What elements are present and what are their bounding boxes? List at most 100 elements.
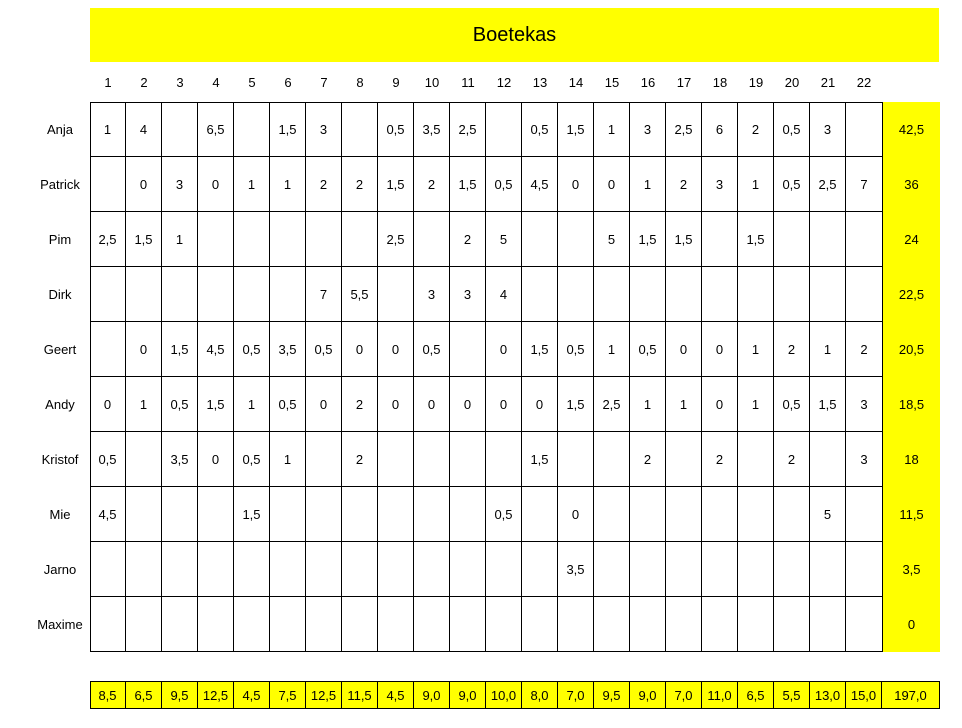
table-cell[interactable]: 2	[630, 432, 666, 487]
column-total[interactable]: 12,5	[198, 682, 234, 708]
column-total[interactable]: 7,5	[270, 682, 306, 708]
table-cell[interactable]: 1	[630, 377, 666, 432]
table-cell[interactable]	[126, 542, 162, 597]
table-cell[interactable]: 0,5	[90, 432, 126, 487]
table-cell[interactable]	[378, 267, 414, 322]
column-total[interactable]: 9,0	[414, 682, 450, 708]
table-cell[interactable]: 1	[630, 157, 666, 212]
table-cell[interactable]	[234, 102, 270, 157]
table-cell[interactable]: 0,5	[162, 377, 198, 432]
table-cell[interactable]: 1,5	[234, 487, 270, 542]
table-cell[interactable]	[198, 487, 234, 542]
table-cell[interactable]	[414, 542, 450, 597]
table-cell[interactable]	[414, 597, 450, 652]
table-cell[interactable]	[270, 267, 306, 322]
table-cell[interactable]	[846, 102, 883, 157]
table-cell[interactable]	[522, 597, 558, 652]
column-total[interactable]: 9,5	[162, 682, 198, 708]
column-total[interactable]: 5,5	[774, 682, 810, 708]
column-total[interactable]: 8,5	[90, 682, 126, 708]
table-cell[interactable]	[162, 102, 198, 157]
table-cell[interactable]: 4,5	[198, 322, 234, 377]
table-cell[interactable]	[378, 432, 414, 487]
table-cell[interactable]	[306, 597, 342, 652]
table-cell[interactable]	[90, 322, 126, 377]
table-cell[interactable]	[162, 267, 198, 322]
table-cell[interactable]	[666, 432, 702, 487]
table-cell[interactable]: 0	[306, 377, 342, 432]
column-total[interactable]: 9,5	[594, 682, 630, 708]
table-cell[interactable]: 1	[270, 432, 306, 487]
table-cell[interactable]: 1,5	[126, 212, 162, 267]
table-cell[interactable]	[846, 267, 883, 322]
table-cell[interactable]	[702, 597, 738, 652]
table-cell[interactable]: 1	[738, 322, 774, 377]
table-cell[interactable]: 1,5	[378, 157, 414, 212]
table-cell[interactable]	[126, 432, 162, 487]
table-cell[interactable]: 0	[378, 322, 414, 377]
table-cell[interactable]	[342, 212, 378, 267]
table-cell[interactable]: 3	[846, 432, 883, 487]
table-cell[interactable]	[738, 432, 774, 487]
table-cell[interactable]: 3,5	[162, 432, 198, 487]
table-cell[interactable]: 0,5	[630, 322, 666, 377]
table-cell[interactable]	[702, 542, 738, 597]
table-cell[interactable]	[846, 487, 883, 542]
table-cell[interactable]: 4,5	[522, 157, 558, 212]
table-cell[interactable]: 5,5	[342, 267, 378, 322]
table-cell[interactable]: 5	[594, 212, 630, 267]
table-cell[interactable]: 0,5	[306, 322, 342, 377]
table-cell[interactable]: 1	[738, 377, 774, 432]
table-cell[interactable]	[90, 542, 126, 597]
table-cell[interactable]: 0,5	[414, 322, 450, 377]
table-cell[interactable]: 5	[486, 212, 522, 267]
table-cell[interactable]	[342, 597, 378, 652]
table-cell[interactable]: 0,5	[486, 487, 522, 542]
table-cell[interactable]: 0	[198, 432, 234, 487]
table-cell[interactable]: 4	[126, 102, 162, 157]
table-cell[interactable]	[558, 212, 594, 267]
table-cell[interactable]	[342, 102, 378, 157]
row-total[interactable]: 22,5	[898, 287, 925, 302]
table-cell[interactable]	[522, 267, 558, 322]
table-cell[interactable]	[486, 597, 522, 652]
table-cell[interactable]: 2	[342, 377, 378, 432]
table-cell[interactable]: 0,5	[234, 432, 270, 487]
table-cell[interactable]	[630, 487, 666, 542]
table-cell[interactable]: 2	[414, 157, 450, 212]
table-cell[interactable]: 2,5	[810, 157, 846, 212]
table-cell[interactable]	[486, 542, 522, 597]
table-cell[interactable]: 0	[90, 377, 126, 432]
table-cell[interactable]: 0	[702, 377, 738, 432]
column-total[interactable]: 12,5	[306, 682, 342, 708]
table-cell[interactable]: 2,5	[90, 212, 126, 267]
table-cell[interactable]	[738, 487, 774, 542]
table-cell[interactable]	[450, 322, 486, 377]
table-cell[interactable]: 3	[810, 102, 846, 157]
row-total[interactable]: 36	[904, 177, 919, 192]
row-total[interactable]: 0	[907, 617, 916, 632]
table-cell[interactable]	[594, 432, 630, 487]
table-cell[interactable]: 1,5	[270, 102, 306, 157]
row-total[interactable]: 42,5	[898, 122, 925, 137]
table-cell[interactable]	[810, 432, 846, 487]
table-cell[interactable]	[594, 542, 630, 597]
table-cell[interactable]: 2,5	[378, 212, 414, 267]
table-cell[interactable]	[378, 597, 414, 652]
table-cell[interactable]	[774, 267, 810, 322]
table-cell[interactable]	[162, 597, 198, 652]
table-cell[interactable]	[702, 212, 738, 267]
table-cell[interactable]	[558, 432, 594, 487]
table-cell[interactable]: 0	[126, 322, 162, 377]
table-cell[interactable]: 2,5	[594, 377, 630, 432]
table-cell[interactable]: 0,5	[378, 102, 414, 157]
table-cell[interactable]	[306, 212, 342, 267]
row-total[interactable]: 24	[904, 232, 919, 247]
table-cell[interactable]	[486, 432, 522, 487]
table-cell[interactable]	[162, 542, 198, 597]
table-cell[interactable]: 1,5	[162, 322, 198, 377]
table-cell[interactable]: 5	[810, 487, 846, 542]
table-cell[interactable]: 6,5	[198, 102, 234, 157]
table-cell[interactable]: 1	[270, 157, 306, 212]
table-cell[interactable]: 3	[702, 157, 738, 212]
